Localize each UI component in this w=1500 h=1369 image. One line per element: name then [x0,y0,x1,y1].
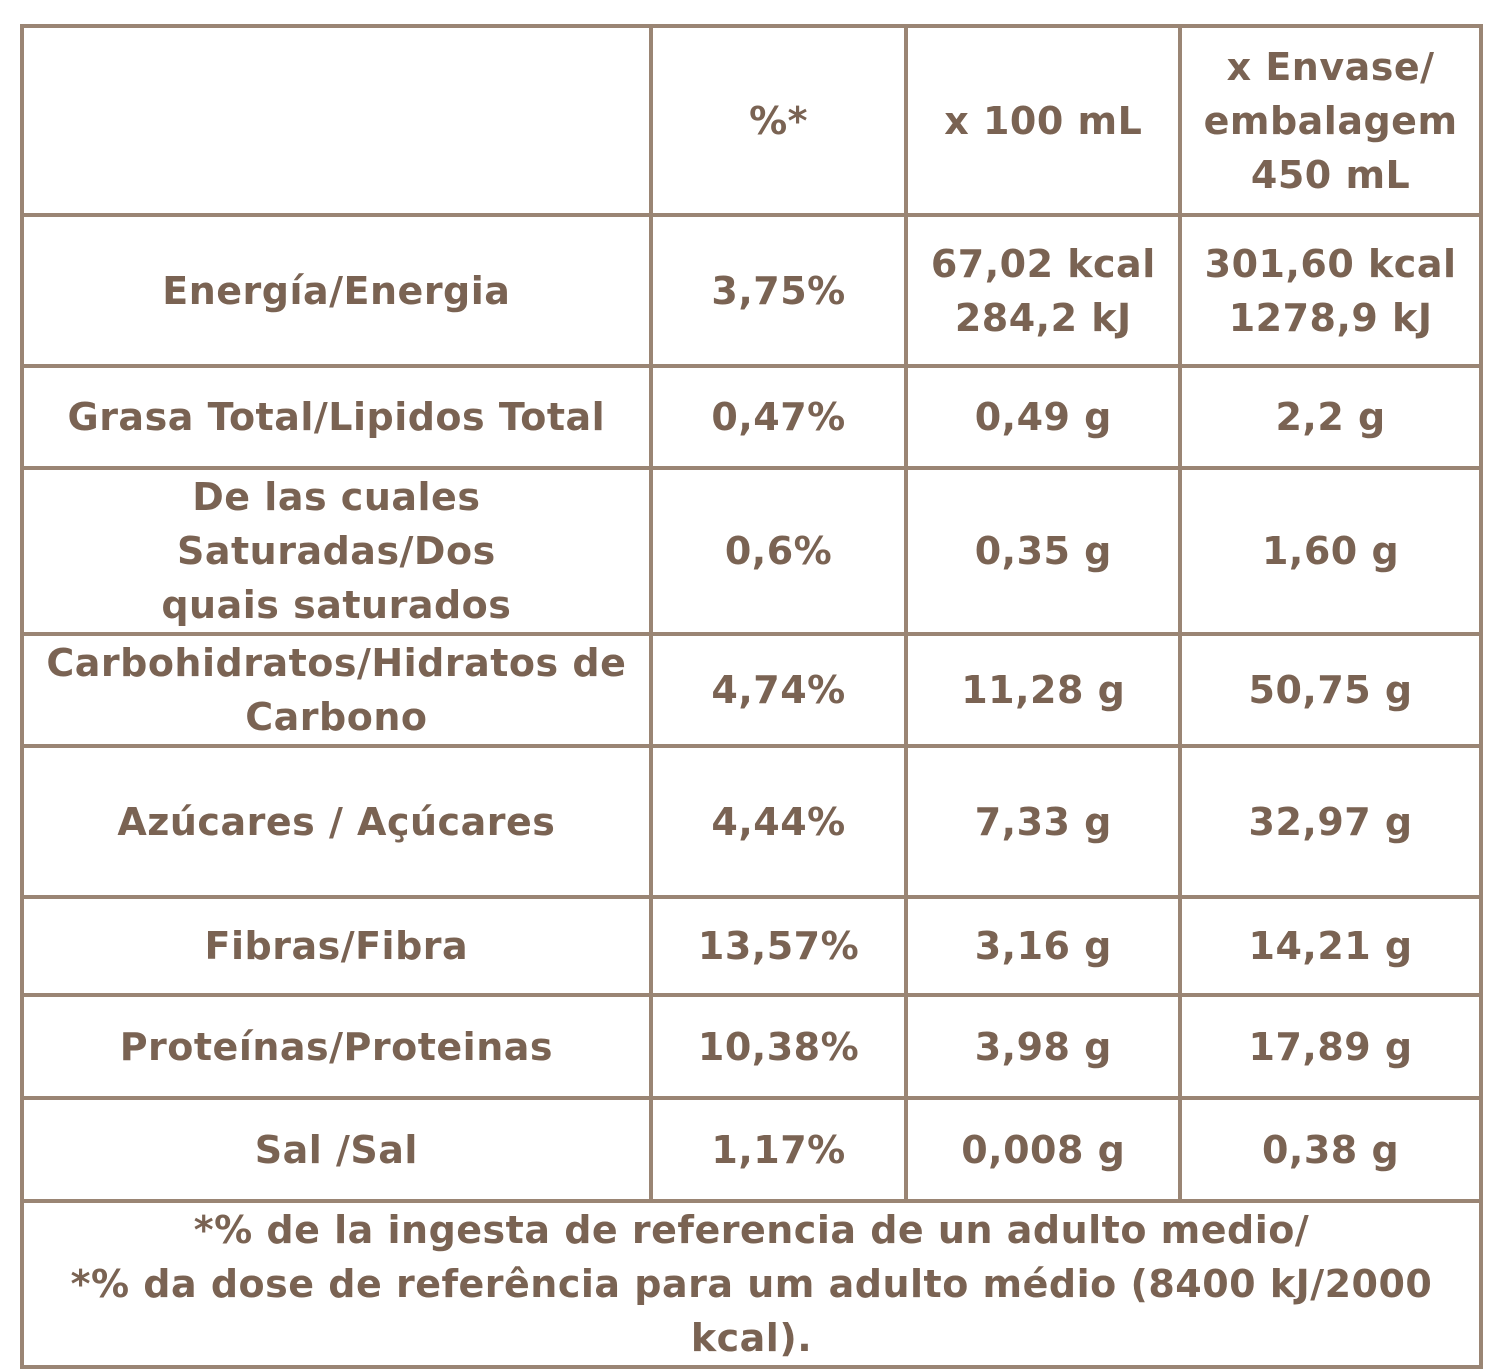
per-100ml-cell: 0,49 g [904,364,1183,470]
table-row-energy: Energía/Energia 3,75% 67,02 kcal 284,2 k… [20,213,1483,368]
nutrient-name: Grasa Total/Lipidos Total [67,395,606,439]
footnote-cell: *% de la ingesta de referencia de un adu… [20,1199,1483,1369]
per-100ml-cell: 0,35 g [904,466,1183,636]
footnote-line-2: *% da dose de referência para um adulto … [70,1262,1433,1360]
table-row-carbohydrates: Carbohidratos/Hidratos de Carbono 4,74% … [20,632,1483,748]
table-row-sugars: Azúcares / Açúcares 4,44% 7,33 g 32,97 g [20,744,1483,899]
per-pack-value: 50,75 g [1248,668,1413,712]
per-100ml-value: 67,02 kcal [930,241,1156,286]
percent-value: 1,17% [711,1127,846,1172]
per-pack-value: 301,60 kcal [1204,241,1457,286]
percent-value: 0,47% [711,395,846,439]
per-100ml-value: 0,008 g [961,1127,1126,1172]
per-pack-value: 32,97 g [1248,799,1413,844]
per-pack-cell: 14,21 g [1178,895,1483,997]
nutrient-name: Carbono [245,695,428,739]
nutrient-name: Carbohidratos/Hidratos de [46,641,627,685]
table-row-salt: Sal /Sal 1,17% 0,008 g 0,38 g [20,1096,1483,1203]
per-pack-value: 1,60 g [1261,529,1400,573]
per-100ml-cell: 3,16 g [904,895,1183,997]
percent-cell: 10,38% [648,993,909,1100]
table-row-protein: Proteínas/Proteinas 10,38% 3,98 g 17,89 … [20,993,1483,1100]
per-pack-value: 2,2 g [1275,395,1386,439]
percent-value: 3,75% [711,268,846,313]
per-pack-cell: 32,97 g [1178,744,1483,899]
per-100ml-value: 3,98 g [974,1024,1112,1069]
per-100ml-cell: 67,02 kcal 284,2 kJ [904,213,1183,368]
nutrient-name-cell: Carbohidratos/Hidratos de Carbono [20,632,653,748]
nutrient-name: Fibras/Fibra [204,924,469,968]
nutrient-name: Proteínas/Proteinas [119,1024,554,1069]
table-row-saturated-fat: De las cuales Saturadas/Dos quais satura… [20,466,1483,636]
percent-cell: 3,75% [648,213,909,368]
header-per-pack-label-line3: 450 mL [1250,152,1411,197]
per-pack-cell: 0,38 g [1178,1096,1483,1203]
per-100ml-value: 3,16 g [974,924,1112,968]
per-pack-value: 17,89 g [1248,1024,1413,1069]
nutrient-name: Azúcares / Açúcares [117,799,556,844]
nutrient-name-cell: Grasa Total/Lipidos Total [20,364,653,470]
per-100ml-cell: 7,33 g [904,744,1183,899]
per-100ml-cell: 3,98 g [904,993,1183,1100]
nutrient-name: De las cuales Saturadas/Dos [176,475,496,573]
footnote-row: *% de la ingesta de referencia de un adu… [20,1199,1483,1369]
per-pack-value: 1278,9 kJ [1228,295,1433,340]
per-pack-cell: 17,89 g [1178,993,1483,1100]
nutrition-facts-table: %* x 100 mL x Envase/ embalagem 450 mL E… [20,24,1483,1369]
header-per-100ml-label: x 100 mL [944,98,1143,143]
per-pack-cell: 50,75 g [1178,632,1483,748]
table-row-total-fat: Grasa Total/Lipidos Total 0,47% 0,49 g 2… [20,364,1483,470]
per-100ml-value: 11,28 g [961,668,1126,712]
table-row-fiber: Fibras/Fibra 13,57% 3,16 g 14,21 g [20,895,1483,997]
header-per-100ml-cell: x 100 mL [904,24,1183,217]
percent-cell: 0,6% [648,466,909,636]
table-header-row: %* x 100 mL x Envase/ embalagem 450 mL [20,24,1483,217]
percent-value: 4,74% [711,668,846,712]
nutrient-name: Sal /Sal [254,1127,418,1172]
per-pack-cell: 1,60 g [1178,466,1483,636]
percent-value: 13,57% [697,924,860,968]
per-100ml-value: 7,33 g [974,799,1112,844]
per-100ml-value: 0,35 g [974,529,1112,573]
percent-cell: 0,47% [648,364,909,470]
nutrient-name-cell: Fibras/Fibra [20,895,653,997]
header-percent-cell: %* [648,24,909,217]
header-per-pack-label-line1: x Envase/ [1226,44,1435,89]
header-percent-label: %* [749,98,809,143]
nutrient-name-cell: Sal /Sal [20,1096,653,1203]
percent-cell: 4,74% [648,632,909,748]
per-100ml-cell: 11,28 g [904,632,1183,748]
per-pack-value: 14,21 g [1248,924,1413,968]
header-empty-cell [20,24,653,217]
percent-value: 4,44% [711,799,846,844]
percent-cell: 1,17% [648,1096,909,1203]
percent-cell: 4,44% [648,744,909,899]
footnote-line-1: *% de la ingesta de referencia de un adu… [193,1208,1310,1252]
percent-value: 10,38% [697,1024,860,1069]
per-pack-value: 0,38 g [1261,1127,1400,1172]
nutrient-name-cell: De las cuales Saturadas/Dos quais satura… [20,466,653,636]
per-100ml-value: 284,2 kJ [954,295,1132,340]
nutrient-name-cell: Energía/Energia [20,213,653,368]
percent-value: 0,6% [724,529,833,573]
header-per-pack-label-line2: embalagem [1203,98,1458,143]
header-per-pack-cell: x Envase/ embalagem 450 mL [1178,24,1483,217]
per-100ml-value: 0,49 g [974,395,1112,439]
nutrient-name-cell: Azúcares / Açúcares [20,744,653,899]
per-100ml-cell: 0,008 g [904,1096,1183,1203]
percent-cell: 13,57% [648,895,909,997]
nutrient-name-cell: Proteínas/Proteinas [20,993,653,1100]
nutrient-name: Energía/Energia [162,268,511,313]
nutrient-name: quais saturados [161,583,512,627]
per-pack-cell: 2,2 g [1178,364,1483,470]
per-pack-cell: 301,60 kcal 1278,9 kJ [1178,213,1483,368]
